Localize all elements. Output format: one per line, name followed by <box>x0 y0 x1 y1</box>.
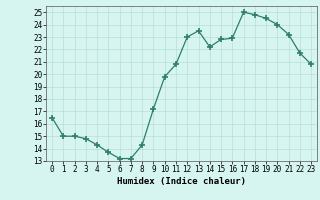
X-axis label: Humidex (Indice chaleur): Humidex (Indice chaleur) <box>117 177 246 186</box>
